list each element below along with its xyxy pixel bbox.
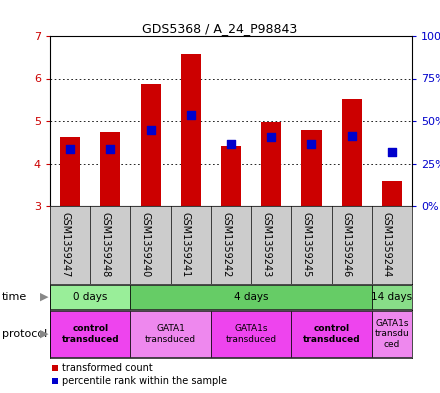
Point [147,127,154,133]
Point [107,145,114,152]
Bar [301,130,322,206]
Point [227,140,235,147]
Text: ▶: ▶ [40,292,48,302]
Point [389,149,396,155]
Bar [382,180,402,206]
Bar [341,99,362,206]
Point [308,141,315,147]
Point [187,112,194,119]
Bar [130,285,372,309]
Text: GSM1359242: GSM1359242 [221,212,231,277]
Text: protocol: protocol [2,329,48,339]
Text: GSM1359243: GSM1359243 [261,212,271,277]
Bar [261,122,281,206]
Bar [52,365,58,371]
Bar [221,146,241,206]
Bar [60,137,80,206]
Bar [372,285,412,309]
Point [348,133,355,139]
Text: 14 days: 14 days [371,292,412,302]
Bar [291,311,372,357]
Text: GSM1359248: GSM1359248 [100,212,110,277]
Bar [50,311,130,357]
Text: control
transduced: control transduced [62,324,119,344]
Text: GSM1359244: GSM1359244 [382,212,392,277]
Text: control
transduced: control transduced [303,324,360,344]
Text: GDS5368 / A_24_P98843: GDS5368 / A_24_P98843 [143,22,297,35]
Text: ▶: ▶ [40,329,48,339]
Bar [181,54,201,206]
Bar [52,378,58,384]
Text: transformed count: transformed count [62,363,153,373]
Text: GSM1359247: GSM1359247 [60,212,70,277]
Point [66,145,73,152]
Text: 4 days: 4 days [234,292,268,302]
Text: GATA1
transduced: GATA1 transduced [145,324,196,344]
Text: GATA1s
transduced: GATA1s transduced [226,324,277,344]
Text: GSM1359245: GSM1359245 [301,212,312,277]
Text: GSM1359240: GSM1359240 [140,212,150,277]
Point [268,134,275,140]
Bar [211,311,291,357]
Bar [140,84,161,206]
Text: GSM1359246: GSM1359246 [342,212,352,277]
Bar [50,285,130,309]
Text: percentile rank within the sample: percentile rank within the sample [62,376,227,386]
Bar [372,311,412,357]
Text: 0 days: 0 days [73,292,107,302]
Text: GATA1s
transdu
ced: GATA1s transdu ced [374,319,409,349]
Text: time: time [2,292,27,302]
Text: GSM1359241: GSM1359241 [181,212,191,277]
Bar [130,311,211,357]
Bar [100,132,121,206]
